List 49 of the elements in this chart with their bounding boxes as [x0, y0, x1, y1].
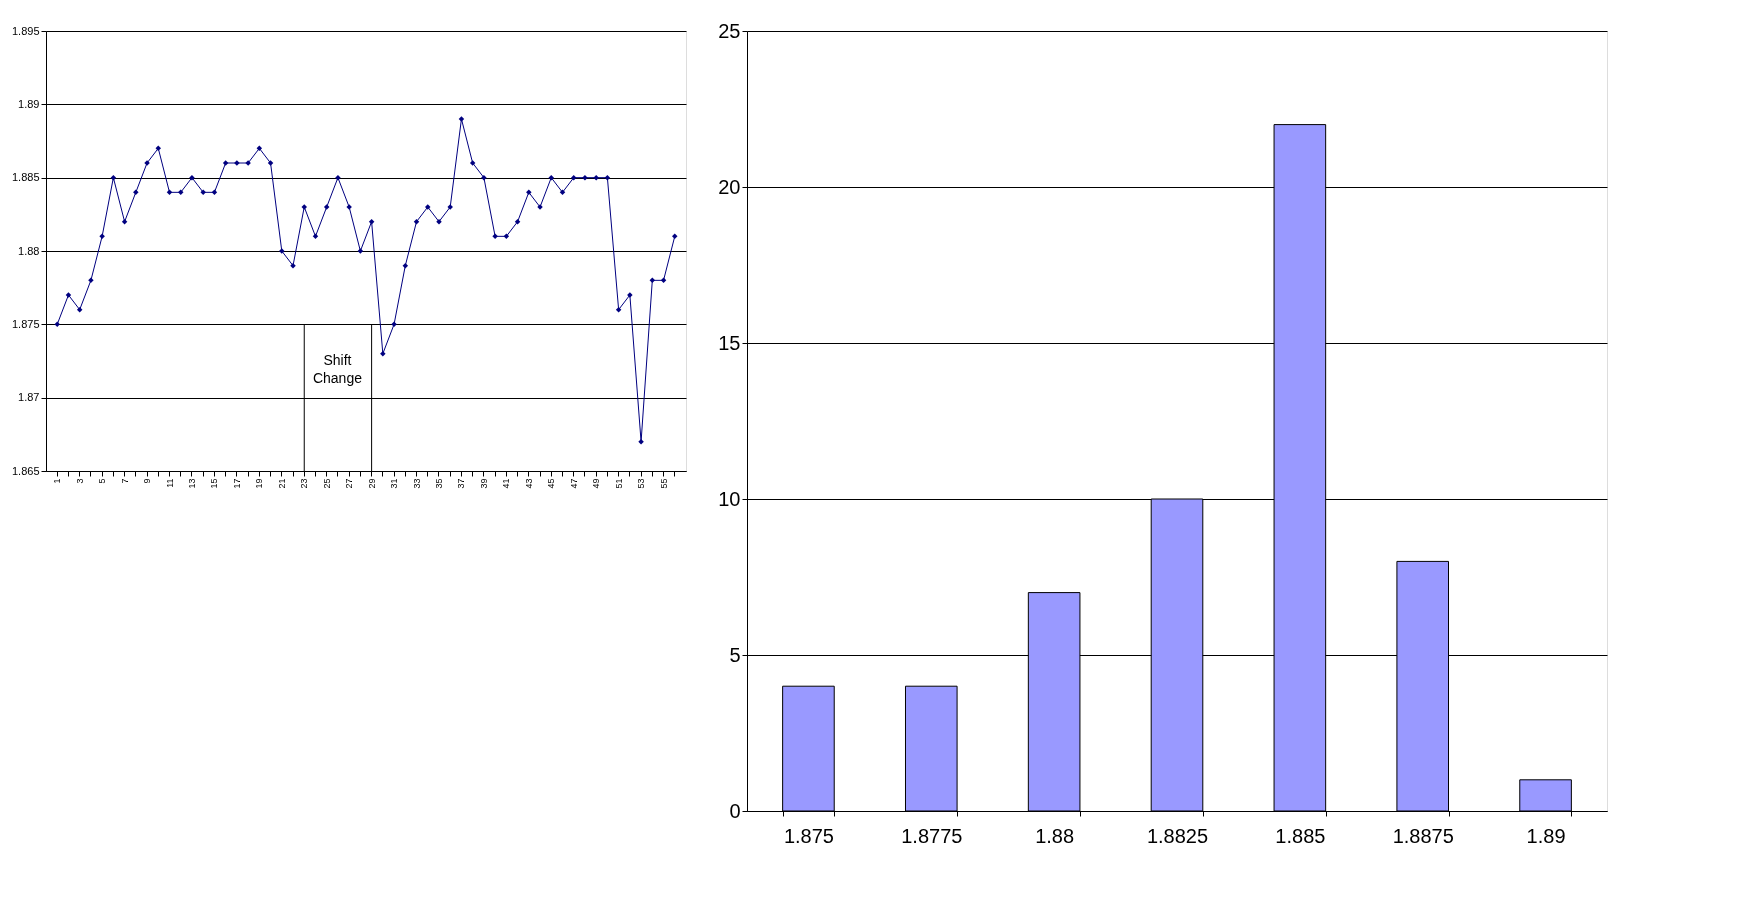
x-tick-label: 1.8775 [901, 824, 963, 847]
x-tick-label: 21 [276, 478, 287, 489]
x-tick-label: 11 [164, 478, 175, 488]
y-tick-label: 0 [729, 799, 741, 822]
x-tick-label: 9 [142, 478, 153, 484]
x-tick-label: 1 [52, 478, 63, 484]
x-tick-label: 23 [299, 478, 310, 489]
y-tick-label: 20 [718, 175, 741, 198]
y-tick-label: 1.865 [11, 464, 40, 477]
x-tick-label: 27 [344, 478, 355, 489]
x-tick-label: 1.8875 [1392, 824, 1454, 847]
y-tick-label: 1.89 [18, 97, 40, 110]
x-tick-label: 1.88 [1035, 824, 1075, 847]
x-tick-label: 5 [97, 478, 108, 484]
x-tick-label: 45 [546, 478, 557, 489]
x-tick-label: 19 [254, 478, 265, 489]
y-tick-label: 15 [718, 331, 741, 354]
y-tick-label: 1.87 [18, 391, 40, 404]
x-tick-label: 39 [478, 478, 489, 489]
x-tick-label: 55 [658, 478, 669, 489]
x-tick-label: 7 [119, 478, 130, 484]
y-tick-label: 1.875 [11, 317, 40, 330]
x-tick-label: 3 [74, 478, 85, 484]
y-tick-label: 1.895 [11, 24, 40, 37]
annotation: Shift Change [312, 352, 363, 386]
x-tick-label: 43 [523, 478, 534, 489]
x-tick-label: 17 [231, 478, 242, 489]
x-tick-label: 37 [456, 478, 467, 489]
y-tick-label: 5 [729, 643, 741, 666]
x-tick-label: 31 [389, 478, 400, 489]
x-tick-label: 51 [613, 478, 624, 489]
x-tick-label: 1.8825 [1146, 824, 1209, 847]
x-tick-label: 29 [366, 478, 377, 489]
x-tick-label: 15 [209, 478, 220, 489]
x-tick-label: 47 [568, 478, 579, 489]
x-tick-label: 1.875 [783, 824, 834, 847]
x-tick-label: 53 [636, 478, 647, 489]
y-tick-label: 10 [718, 487, 741, 510]
x-tick-label: 35 [433, 478, 444, 489]
y-tick-label: 1.885 [11, 171, 40, 184]
x-tick-label: 25 [321, 478, 332, 489]
x-tick-label: 33 [411, 478, 422, 489]
x-tick-label: 41 [501, 478, 512, 489]
x-tick-label: 49 [591, 478, 602, 489]
x-tick-label: 1.885 [1275, 824, 1326, 847]
x-tick-label: 1.89 [1526, 824, 1566, 847]
x-tick-label: 13 [186, 478, 197, 489]
y-tick-label: 25 [718, 19, 741, 42]
y-tick-label: 1.88 [18, 244, 40, 257]
